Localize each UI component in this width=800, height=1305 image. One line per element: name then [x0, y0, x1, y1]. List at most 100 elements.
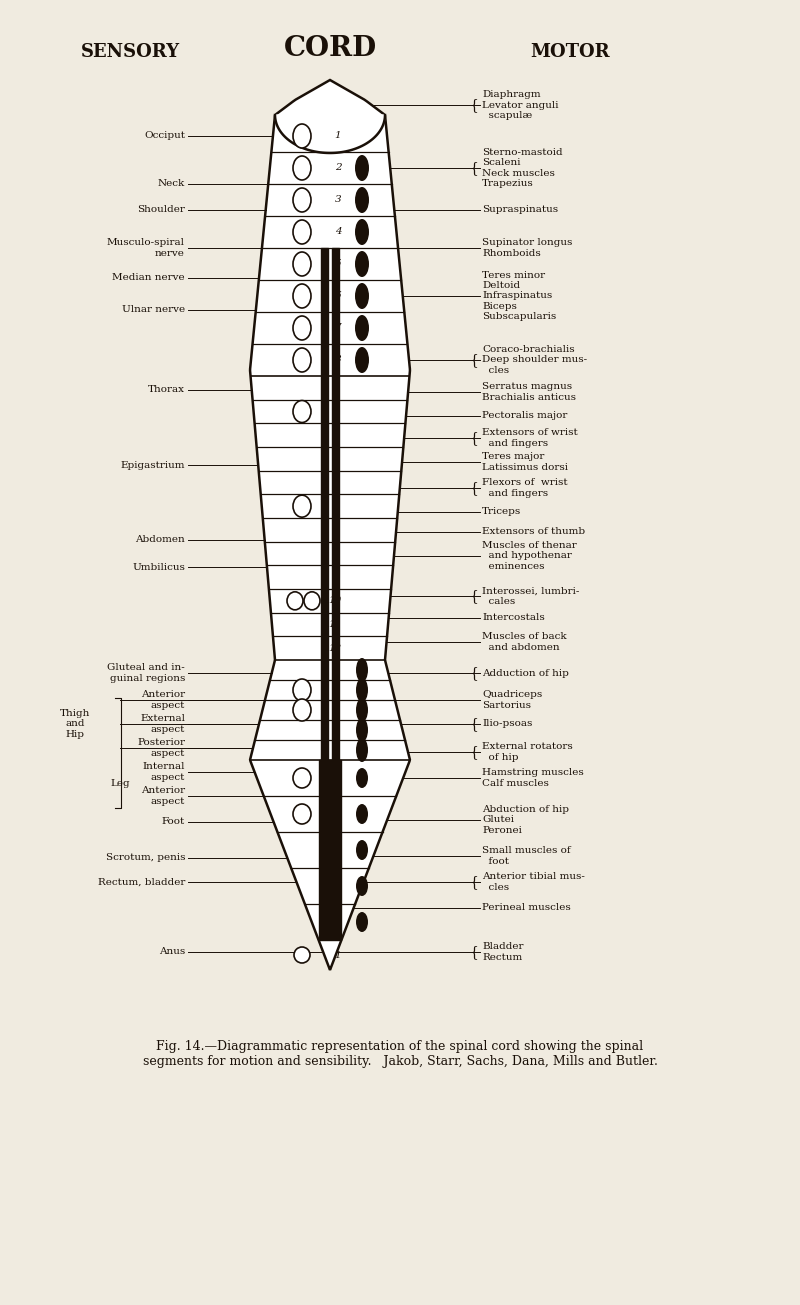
Text: 5: 5	[332, 917, 338, 927]
Text: 4: 4	[334, 227, 342, 236]
Text: Leg: Leg	[110, 779, 130, 788]
Text: Sterno-mastoid
Scaleni
Neck muscles
Trapezius: Sterno-mastoid Scaleni Neck muscles Trap…	[482, 147, 562, 188]
Polygon shape	[275, 115, 385, 153]
Text: SENSORY: SENSORY	[81, 43, 179, 61]
Text: Bladder
Rectum: Bladder Rectum	[482, 942, 523, 962]
Text: Abdomen: Abdomen	[135, 535, 185, 544]
Ellipse shape	[293, 804, 311, 823]
Text: 3: 3	[334, 196, 342, 205]
Ellipse shape	[355, 219, 369, 245]
Ellipse shape	[293, 495, 311, 517]
Text: Scrotum, penis: Scrotum, penis	[106, 853, 185, 863]
Text: {: {	[469, 666, 478, 680]
Text: 10: 10	[328, 596, 342, 606]
Text: 1: 1	[332, 384, 338, 393]
Text: {: {	[469, 98, 478, 112]
Text: 4: 4	[332, 454, 338, 463]
Polygon shape	[250, 80, 410, 970]
Ellipse shape	[356, 804, 368, 823]
Text: Abduction of hip
Glutei
Peronei: Abduction of hip Glutei Peronei	[482, 805, 569, 835]
Text: 1: 1	[332, 666, 338, 675]
Ellipse shape	[293, 348, 311, 372]
Text: 5: 5	[334, 260, 342, 269]
Text: Adduction of hip: Adduction of hip	[482, 668, 569, 677]
Text: Extensors of wrist
  and fingers: Extensors of wrist and fingers	[482, 428, 578, 448]
Text: Umbilicus: Umbilicus	[132, 562, 185, 572]
Ellipse shape	[355, 187, 369, 213]
Ellipse shape	[293, 157, 311, 180]
Ellipse shape	[356, 739, 368, 762]
Text: 1: 1	[334, 950, 342, 959]
Ellipse shape	[355, 347, 369, 373]
Text: {: {	[469, 352, 478, 367]
Text: Intercostals: Intercostals	[482, 613, 545, 622]
Text: 2: 2	[334, 163, 342, 172]
Text: Internal
aspect: Internal aspect	[142, 762, 185, 782]
Text: {: {	[469, 716, 478, 731]
Ellipse shape	[293, 679, 311, 701]
Text: {: {	[469, 482, 478, 495]
Ellipse shape	[356, 840, 368, 860]
Text: Serratus magnus
Brachialis anticus: Serratus magnus Brachialis anticus	[482, 382, 576, 402]
Ellipse shape	[293, 769, 311, 788]
Ellipse shape	[293, 316, 311, 341]
Text: Anterior
aspect: Anterior aspect	[141, 787, 185, 805]
Text: Supinator longus
Rhomboids: Supinator longus Rhomboids	[482, 239, 572, 257]
Text: Musculo-spiral
nerve: Musculo-spiral nerve	[107, 239, 185, 257]
Text: Fig. 14.—Diagrammatic representation of the spinal cord showing the spinal
segme: Fig. 14.—Diagrammatic representation of …	[142, 1040, 658, 1067]
Text: 3: 3	[332, 431, 338, 440]
Text: 1: 1	[332, 774, 338, 783]
Text: Supraspinatus: Supraspinatus	[482, 205, 558, 214]
Ellipse shape	[355, 283, 369, 309]
Ellipse shape	[356, 912, 368, 932]
Text: 4: 4	[332, 881, 338, 890]
Text: {: {	[469, 161, 478, 175]
Text: {: {	[469, 745, 478, 760]
Text: Epigastrium: Epigastrium	[121, 461, 185, 470]
Text: {: {	[469, 945, 478, 959]
Text: Posterior
aspect: Posterior aspect	[137, 739, 185, 758]
Ellipse shape	[293, 221, 311, 244]
Text: 5: 5	[332, 745, 338, 754]
Ellipse shape	[293, 252, 311, 275]
Text: 11: 11	[328, 620, 342, 629]
Text: Ilio-psoas: Ilio-psoas	[482, 719, 532, 728]
Text: Diaphragm
Levator anguli
  scapulæ: Diaphragm Levator anguli scapulæ	[482, 90, 558, 120]
Text: 2: 2	[332, 685, 338, 694]
Text: Teres minor
Deltoid
Infraspinatus
Biceps
Subscapularis: Teres minor Deltoid Infraspinatus Biceps…	[482, 270, 556, 321]
Text: Flexors of  wrist
  and fingers: Flexors of wrist and fingers	[482, 479, 568, 497]
Text: MOTOR: MOTOR	[530, 43, 610, 61]
Text: Shoulder: Shoulder	[137, 205, 185, 214]
Text: Quadriceps
Sartorius: Quadriceps Sartorius	[482, 690, 542, 710]
Text: Pectoralis major: Pectoralis major	[482, 411, 567, 420]
Text: Muscles of thenar
  and hypothenar
  eminences: Muscles of thenar and hypothenar eminenc…	[482, 542, 577, 570]
Ellipse shape	[355, 251, 369, 277]
Text: Teres major
Latissimus dorsi: Teres major Latissimus dorsi	[482, 453, 568, 471]
Text: External rotators
  of hip: External rotators of hip	[482, 743, 573, 762]
Text: 3: 3	[332, 706, 338, 715]
Text: {: {	[469, 589, 478, 603]
Ellipse shape	[356, 876, 368, 897]
Text: Occiput: Occiput	[144, 132, 185, 141]
Ellipse shape	[304, 592, 320, 609]
Text: Anus: Anus	[158, 947, 185, 957]
Text: Anterior
aspect: Anterior aspect	[141, 690, 185, 710]
Text: 8: 8	[334, 355, 342, 364]
Text: Perineal muscles: Perineal muscles	[482, 903, 570, 912]
Text: Median nerve: Median nerve	[112, 274, 185, 282]
Text: Gluteal and in-
guinal regions: Gluteal and in- guinal regions	[107, 663, 185, 683]
Ellipse shape	[356, 679, 368, 702]
Text: 5: 5	[332, 478, 338, 487]
Text: 12: 12	[328, 643, 342, 652]
Text: {: {	[469, 874, 478, 889]
Text: {: {	[469, 431, 478, 445]
Text: 9: 9	[332, 573, 338, 582]
Text: 7: 7	[332, 526, 338, 534]
Text: 1: 1	[334, 132, 342, 141]
Text: 3: 3	[332, 846, 338, 855]
Text: 7: 7	[334, 324, 342, 333]
Ellipse shape	[293, 124, 311, 147]
Text: Rectum, bladder: Rectum, bladder	[98, 877, 185, 886]
Text: Thigh
and
Hip: Thigh and Hip	[60, 709, 90, 739]
Ellipse shape	[356, 718, 368, 743]
